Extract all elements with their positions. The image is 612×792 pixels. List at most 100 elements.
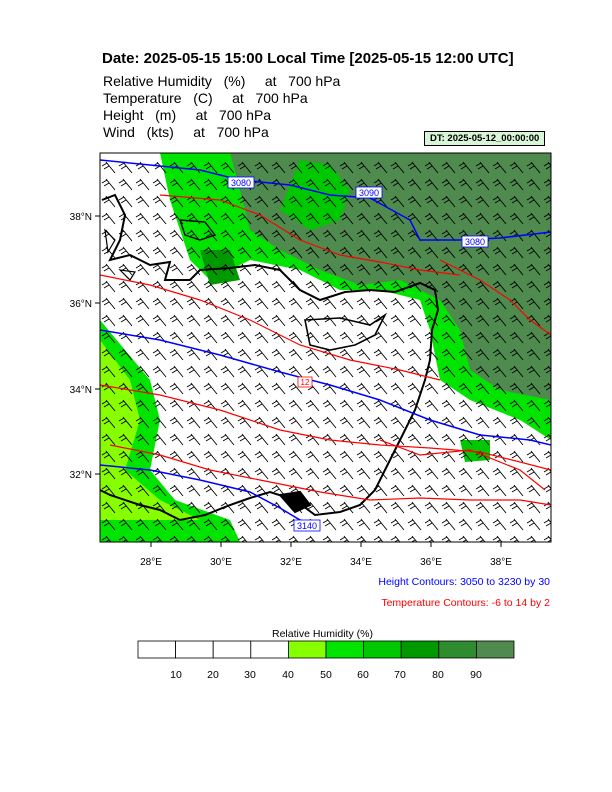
wind-barb xyxy=(169,382,184,395)
wind-barb xyxy=(526,263,541,276)
wind-barb xyxy=(390,178,405,191)
wind-barb xyxy=(492,467,507,480)
wind-barb xyxy=(373,399,388,412)
colorbar-label-50: 50 xyxy=(320,669,332,681)
wind-barb xyxy=(322,416,337,429)
colorbar-label-40: 40 xyxy=(282,669,294,681)
wind-barb xyxy=(271,382,286,395)
wind-barb xyxy=(475,178,490,191)
wind-barb xyxy=(526,161,541,174)
wind-barb xyxy=(271,246,286,259)
wind-barb xyxy=(271,212,286,225)
wind-barb xyxy=(101,433,116,446)
wind-barb xyxy=(543,484,551,493)
wind-barb xyxy=(526,178,541,191)
wind-barb xyxy=(458,450,473,463)
wind-barb xyxy=(101,467,116,480)
wind-barb xyxy=(271,297,286,310)
wind-barb xyxy=(152,348,167,361)
wind-barb xyxy=(475,331,490,344)
wind-barb xyxy=(135,399,150,412)
wind-barb xyxy=(407,246,422,259)
wind-barb xyxy=(543,416,551,425)
wind-barb xyxy=(526,348,541,361)
wind-barb xyxy=(424,178,439,191)
wind-barb xyxy=(118,280,133,293)
wind-barb xyxy=(237,467,252,480)
wind-barb xyxy=(492,178,507,191)
wind-barb xyxy=(509,331,524,344)
wind-barb xyxy=(186,382,201,395)
wind-barb xyxy=(237,365,252,378)
wind-barb xyxy=(424,382,439,395)
wind-barb xyxy=(237,348,252,361)
wind-barb xyxy=(441,348,456,361)
wind-barb xyxy=(288,331,303,344)
wind-barb xyxy=(509,399,524,412)
wind-barb xyxy=(543,399,551,408)
wind-barb xyxy=(509,518,524,531)
wind-barb xyxy=(475,518,490,531)
wind-barb xyxy=(271,518,286,531)
wind-barb xyxy=(407,297,422,310)
y-tick-38n: 38°N xyxy=(70,212,92,223)
wind-barb xyxy=(526,331,541,344)
wind-barb xyxy=(458,518,473,531)
wind-barb xyxy=(441,433,456,446)
wind-barb xyxy=(356,263,371,276)
wind-barb xyxy=(424,433,439,446)
wind-barb xyxy=(203,280,218,293)
wind-barb xyxy=(509,212,524,225)
wind-barb xyxy=(441,229,456,242)
wind-barb xyxy=(305,297,320,310)
wind-barb xyxy=(526,212,541,225)
svg-text:3080: 3080 xyxy=(231,178,251,188)
wind-barb xyxy=(322,365,337,378)
wind-barb xyxy=(339,246,354,259)
wind-barb xyxy=(543,297,551,306)
wind-barb xyxy=(526,467,541,480)
wind-barb xyxy=(458,297,473,310)
wind-barb xyxy=(186,348,201,361)
wind-barb xyxy=(203,178,218,191)
wind-barb xyxy=(543,518,551,527)
wind-barb xyxy=(543,161,551,170)
plot-title: Date: 2025-05-15 15:00 Local Time [2025-… xyxy=(102,50,514,67)
wind-barb xyxy=(356,212,371,225)
wind-barb xyxy=(254,484,269,497)
wind-barb xyxy=(543,382,551,391)
wind-barb xyxy=(526,416,541,429)
wind-barb xyxy=(237,280,252,293)
wind-barb xyxy=(186,280,201,293)
wind-barb xyxy=(339,195,354,208)
wind-barb xyxy=(220,314,235,327)
wind-barb xyxy=(169,399,184,412)
wind-barb xyxy=(543,178,551,187)
wind-barb xyxy=(169,229,184,242)
colorbar-swatch xyxy=(250,640,289,659)
wind-barb xyxy=(526,484,541,497)
wind-barb xyxy=(407,314,422,327)
wind-barb xyxy=(356,467,371,480)
variable-temperature: Temperature (C) at 700 hPa xyxy=(103,90,308,106)
wind-barb xyxy=(271,416,286,429)
variable-wind: Wind (kts) at 700 hPa xyxy=(103,124,269,140)
wind-barb xyxy=(441,161,456,174)
wind-barb xyxy=(237,246,252,259)
wind-barb xyxy=(543,348,551,357)
wind-barb xyxy=(356,297,371,310)
wind-barb xyxy=(458,195,473,208)
wind-barb xyxy=(475,416,490,429)
variable-rh: Relative Humidity (%) at 700 hPa xyxy=(103,73,341,89)
wind-barb xyxy=(322,263,337,276)
wind-barb xyxy=(441,246,456,259)
wind-barb xyxy=(373,450,388,463)
wind-barb xyxy=(475,348,490,361)
wind-barb xyxy=(271,467,286,480)
wind-barb xyxy=(152,382,167,395)
wind-barb xyxy=(424,229,439,242)
wind-barb xyxy=(220,450,235,463)
wind-barb xyxy=(492,382,507,395)
wind-barb xyxy=(169,348,184,361)
